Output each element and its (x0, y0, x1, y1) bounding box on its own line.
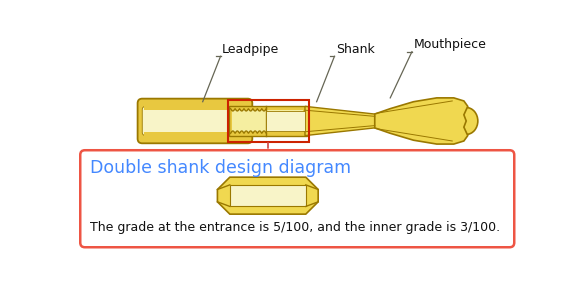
FancyBboxPatch shape (142, 106, 248, 136)
Text: Shank: Shank (336, 42, 375, 55)
Bar (144, 132, 246, 137)
Bar (229, 106, 307, 136)
Bar (230, 185, 306, 206)
Text: Double shank design diagram: Double shank design diagram (89, 159, 351, 177)
Bar (266, 111, 305, 131)
Bar (144, 105, 246, 110)
Polygon shape (305, 106, 375, 136)
FancyBboxPatch shape (80, 150, 514, 247)
Polygon shape (218, 177, 318, 214)
Text: Mouthpiece: Mouthpiece (414, 38, 487, 51)
Bar (227, 100, 309, 142)
FancyBboxPatch shape (137, 99, 252, 143)
Ellipse shape (455, 108, 478, 134)
Text: Leadpipe: Leadpipe (222, 42, 280, 55)
Text: The grade at the entrance is 5/100, and the inner grade is 3/100.: The grade at the entrance is 5/100, and … (89, 221, 500, 234)
Polygon shape (375, 98, 467, 144)
Bar (232, 110, 303, 132)
